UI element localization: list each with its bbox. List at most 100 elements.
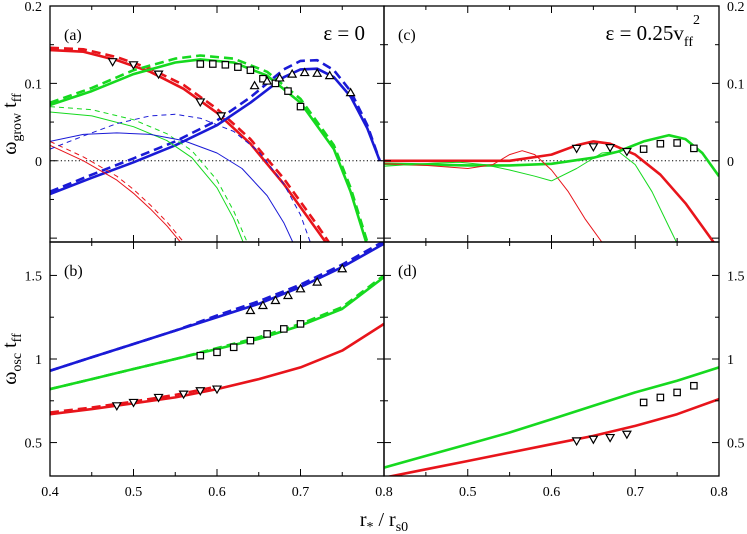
marker-c-square: [673, 139, 681, 147]
marker-b-square: [229, 343, 238, 352]
marker-d-tri-down: [588, 435, 599, 445]
series-c-red-thin-solid: [384, 150, 603, 242]
marker-c-square: [656, 139, 665, 148]
panel-d: 0.5 1 1.5 (d): [383, 241, 745, 477]
marker-c-tri-down: [621, 147, 632, 157]
x-axis-label: r* / rs0: [360, 509, 408, 534]
marker-d-tri-down: [605, 433, 616, 443]
series-a-red-thick-solid: [50, 48, 328, 242]
series-a-red-thick-dash: [50, 46, 331, 242]
y-tick-label-a: 0.2: [25, 0, 43, 15]
marker-a-square: [246, 66, 255, 75]
panel-title-a: ε = 0: [323, 21, 365, 45]
x-tick-label-d: 0.7: [627, 485, 645, 500]
x-tick-label-b: 0.8: [375, 485, 393, 500]
marker-b-tri-down: [178, 390, 189, 400]
series-c-green-thick-solid: [384, 133, 719, 177]
marker-b-tri-up: [270, 295, 281, 305]
frame-d: [383, 241, 720, 477]
marker-b-square: [280, 325, 288, 333]
series-a-red-thin-solid: [50, 144, 182, 242]
series-c-red-thick-solid: [384, 140, 716, 242]
marker-a-tri-up: [345, 87, 356, 97]
marker-a-square: [284, 87, 292, 95]
series-c-green-thin-solid-2: [551, 151, 677, 242]
marker-b-square: [246, 336, 255, 345]
panel-label-a: (a): [64, 27, 82, 44]
marker-a-tri-up: [262, 75, 273, 85]
series-a-blue-thin-solid: [50, 132, 294, 242]
marker-d-tri-down: [621, 430, 632, 440]
panel-c: 0 0.1 0.2 (c) ε = 0.25vff2: [383, 0, 745, 243]
marker-a-tri-up: [299, 67, 310, 77]
marker-b-square: [196, 351, 205, 360]
y-tick-label-d: 1.5: [727, 269, 745, 284]
y-tick-label-b: 1: [35, 353, 42, 368]
x-tick-label-d: 0.8: [710, 485, 728, 500]
panel-a: 0 0.1 0.2 (a) ε = 0 ωgrow tff: [0, 0, 385, 243]
marker-d-square: [690, 381, 698, 390]
series-a-green-thick-dash: [50, 54, 369, 242]
panel-title-c: ε = 0.25vff2: [606, 13, 701, 50]
marker-a-tri-up: [324, 70, 335, 80]
x-tick-label-b: 0.5: [125, 485, 143, 500]
marker-a-square: [196, 60, 205, 68]
marker-a-tri-down: [153, 70, 164, 80]
marker-d-square: [656, 393, 665, 402]
x-tick-label-b: 0.4: [41, 485, 59, 500]
marker-b-tri-up: [257, 300, 268, 310]
y-tick-label-b: 1.5: [25, 269, 43, 284]
y-tick-label-a: 0: [35, 155, 42, 170]
series-a-green-thick-solid: [50, 58, 368, 242]
marker-a-tri-down: [195, 98, 206, 108]
series-a-red-thin-dash: [50, 140, 185, 242]
y-axis-label-b: ωosc tff: [0, 333, 25, 385]
series-a-green-thin-dash: [50, 106, 248, 242]
marker-b-tri-down: [111, 402, 122, 412]
series-b-green-dash: [50, 274, 384, 391]
panel-label-c: (c): [398, 27, 416, 44]
marker-d-square: [639, 398, 648, 407]
y-axis-label-a: ωgrow tff: [0, 93, 25, 155]
panel-label-d: (d): [398, 263, 417, 280]
panel-b: 0.5 1 1.5 (b) ωosc tff: [0, 241, 385, 477]
marker-b-square: [263, 330, 271, 338]
marker-a-square: [209, 60, 217, 68]
marker-d-tri-down: [571, 437, 582, 447]
marker-d-square: [673, 388, 681, 397]
y-tick-label-a: 0.1: [25, 77, 43, 92]
marker-b-tri-down: [211, 385, 223, 395]
marker-b-tri-up: [282, 290, 294, 300]
x-tick-label-d: 0.5: [459, 485, 477, 500]
series-a-blue-thick-dash: [50, 58, 382, 193]
series-b-red-solid: [50, 322, 384, 416]
panel-label-b: (b): [64, 263, 83, 280]
x-tick-label-b: 0.6: [208, 485, 226, 500]
series-a-green-thin-solid: [50, 111, 244, 242]
marker-a-tri-down: [107, 58, 118, 67]
marker-a-tri-down: [216, 112, 227, 122]
marker-a-tri-up: [312, 68, 323, 77]
y-tick-label-c: 0.2: [727, 0, 745, 15]
marker-b-tri-up: [295, 283, 306, 293]
marker-b-tri-down: [153, 393, 164, 403]
frame-b: [49, 241, 385, 477]
series-b-green-solid: [50, 276, 384, 391]
x-tick-label-d: 0.6: [543, 485, 561, 500]
marker-a-tri-down: [128, 61, 139, 71]
series-a-blue-thick-solid: [50, 67, 382, 196]
y-tick-label-d: 0.5: [727, 437, 745, 452]
y-tick-label-c: 0: [727, 155, 734, 170]
marker-c-square: [639, 145, 648, 153]
marker-c-tri-down: [571, 144, 582, 154]
marker-c-square: [690, 144, 698, 153]
marker-b-square: [296, 320, 305, 328]
series-d-green-solid: [384, 366, 719, 469]
marker-a-square: [296, 102, 305, 111]
y-tick-label-d: 1: [727, 353, 734, 368]
series-b-blue-dash: [50, 242, 384, 372]
series-a-blue-thin-dash: [50, 113, 311, 242]
marker-c-tri-down: [588, 143, 599, 153]
marker-a-tri-up: [287, 68, 298, 78]
